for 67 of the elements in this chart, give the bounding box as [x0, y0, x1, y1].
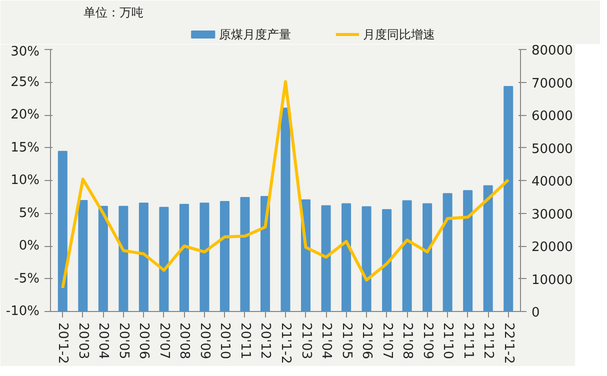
y2-tick-label: 50000 [532, 142, 573, 157]
y2-tick-label: 30000 [532, 207, 573, 222]
x-tick-label: 20'06 [136, 322, 152, 360]
legend-label: 月度同比增速 [363, 28, 436, 42]
y-tick-label: 5% [18, 206, 40, 221]
bar [260, 196, 270, 312]
y2-tick-label: 20000 [532, 240, 573, 255]
line-series [61, 80, 510, 290]
x-tick-label: 21'12 [480, 322, 496, 360]
bar [362, 206, 372, 312]
bar [159, 206, 169, 312]
bar [382, 209, 392, 312]
bar [442, 193, 452, 312]
x-tick-label: 20'07 [156, 322, 172, 360]
y-tick-label: 30% [10, 44, 40, 60]
bar [240, 197, 250, 312]
bar [78, 200, 88, 312]
y2-tick-label: 60000 [532, 109, 573, 124]
y2-tick-label: 70000 [532, 76, 573, 92]
bar [179, 204, 189, 312]
x-tick-label: 22'1-2 [500, 322, 516, 364]
bar [504, 86, 514, 312]
x-tick-label: 21'1-2 [278, 322, 293, 364]
x-tick-label: 21'11 [460, 322, 476, 360]
x-tick-label: 20'09 [196, 322, 212, 360]
bar [342, 203, 352, 312]
bar [58, 150, 68, 312]
y-tick-label: 15% [10, 140, 40, 156]
bar [118, 206, 128, 312]
legend-label: 原煤月度产量 [218, 28, 291, 42]
x-tick-label: 20'12 [258, 322, 273, 360]
x-tick-label: 20'08 [176, 322, 192, 360]
x-tick-label: 21'06 [359, 322, 374, 360]
x-tick-label: 20'05 [116, 322, 131, 360]
x-tick-label: 21'03 [298, 322, 314, 360]
y2-tick-label: 80000 [532, 44, 573, 58]
y-tick-label: 10% [10, 173, 40, 188]
x-tick-label: 21'08 [400, 322, 415, 360]
bar [280, 108, 290, 312]
bar [220, 200, 230, 312]
x-tick-label: 20'03 [75, 322, 90, 360]
bar [463, 190, 473, 312]
x-tick-label: 21'05 [338, 322, 354, 360]
x-tick-label: 20'10 [217, 322, 232, 360]
x-tick-label: 20'11 [237, 322, 252, 360]
y2-tick-label: 40000 [532, 174, 573, 190]
bar [98, 206, 108, 312]
x-tick-label: 21'09 [420, 322, 435, 360]
y2-tick-label: 0 [532, 306, 540, 320]
x-tick-label: 21'04 [318, 322, 334, 360]
y-tick-label: -10% [6, 304, 40, 319]
bar [402, 200, 412, 312]
y-tick-label: 0% [18, 238, 40, 254]
y2-tick-label: 10000 [532, 272, 573, 288]
x-tick-label: 21'10 [440, 322, 456, 360]
bar [321, 205, 331, 312]
x-tick-label: 20'04 [96, 322, 111, 360]
bar [138, 202, 148, 312]
y-tick-label: -5% [14, 271, 40, 286]
bar [200, 202, 210, 312]
y-tick-label: 25% [10, 74, 40, 90]
x-tick-label: 20'1-2 [55, 322, 70, 364]
bar [483, 185, 493, 312]
bar [422, 203, 432, 312]
x-tick-label: 21'07 [379, 322, 394, 360]
y-tick-label: 20% [10, 108, 40, 122]
text: 单位：万吨 [84, 6, 144, 20]
